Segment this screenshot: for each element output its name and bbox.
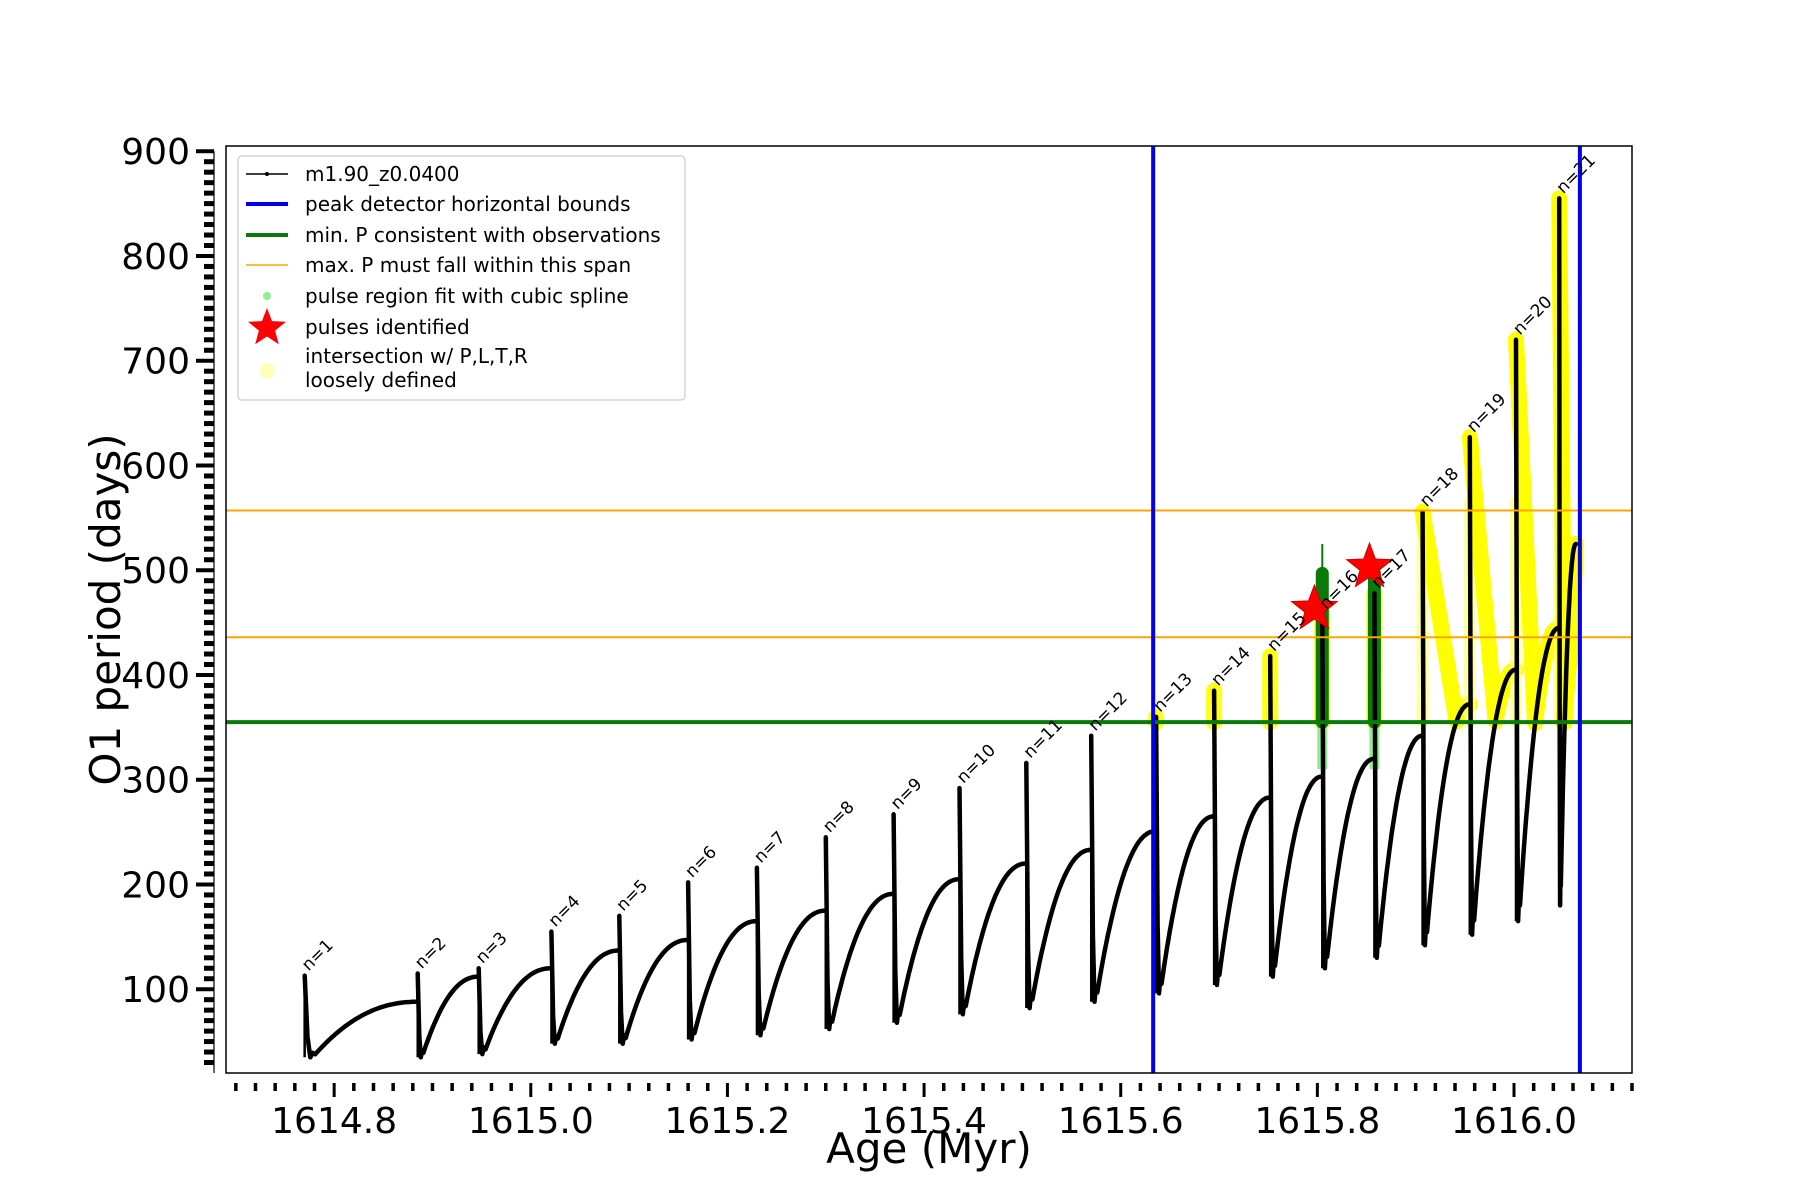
y-tick-label: 500 <box>121 551 190 592</box>
legend-label: peak detector horizontal bounds <box>305 192 631 216</box>
y-tick-label: 800 <box>121 237 190 278</box>
plot-clipped <box>226 146 1632 1073</box>
x-tick-label: 1615.8 <box>1254 1101 1380 1142</box>
x-axis-title: Age (Myr) <box>826 1124 1032 1173</box>
pulse-label-n=9: n=9 <box>887 774 926 813</box>
x-tick-label: 1615.2 <box>664 1101 790 1142</box>
curve-segment-n=10 <box>957 785 1029 1017</box>
pulse-label-n=6: n=6 <box>682 842 721 881</box>
plot-frame <box>225 145 1633 1074</box>
y-tick-label: 200 <box>121 865 190 906</box>
x-tick-label: 1614.8 <box>271 1101 397 1142</box>
curve-segment-n=2 <box>415 971 481 1060</box>
curve-segment-n=18 <box>1420 509 1473 948</box>
pulse-label-n=2: n=2 <box>411 934 450 973</box>
pulse-label-n=12: n=12 <box>1085 688 1132 735</box>
curve-segment-n=14 <box>1211 688 1273 988</box>
curve-segment-n=8 <box>823 835 896 1032</box>
pulse-label-n=4: n=4 <box>545 892 584 931</box>
curve-segment-n=13 <box>1153 714 1217 996</box>
identified-pulse-stars <box>1290 541 1394 630</box>
legend-label: min. P consistent with observations <box>305 223 661 247</box>
x-tick-label: 1616.0 <box>1451 1101 1577 1142</box>
y-tick-label: 300 <box>121 761 190 802</box>
yellow-intersections <box>1148 190 1584 732</box>
pulse-star-1 <box>1290 583 1339 630</box>
pulse-label-n=5: n=5 <box>613 876 652 915</box>
legend-box <box>237 155 686 401</box>
y-tick-label: 400 <box>121 656 190 697</box>
pulse-label-n=19: n=19 <box>1463 390 1510 437</box>
curve-segment-n=3 <box>476 966 554 1057</box>
legend-swatch-star <box>248 308 286 345</box>
legend-label: pulses identified <box>305 315 470 339</box>
legend-label: m1.90_z0.0400 <box>305 162 460 186</box>
legend-swatch-dot <box>263 292 271 300</box>
pulse-label-n=3: n=3 <box>472 928 511 967</box>
curve-segment-n=6 <box>685 880 760 1042</box>
pulse-label-n=21: n=21 <box>1553 151 1600 198</box>
horizontal-lines <box>226 146 1632 1073</box>
curve-segment-n=12 <box>1088 733 1159 1005</box>
legend-swatch-dot <box>265 172 269 176</box>
curve-segment-n=5 <box>617 913 691 1046</box>
pulse-label-n=15: n=15 <box>1264 609 1311 656</box>
legend-entry-1: m1.90_z0.0400 <box>246 162 460 186</box>
curve-segment-n=4 <box>549 929 622 1046</box>
curve-segment-n=20 <box>1513 337 1562 924</box>
axes: 100 200 300 400 500 600 700 800 900 1614.8 1615.0 1… <box>81 132 1634 1173</box>
x-tick-label: 1615.0 <box>468 1101 594 1142</box>
legend-label: intersection w/ P,L,T,R <box>305 344 528 368</box>
pulse-label-n=13: n=13 <box>1150 669 1197 716</box>
pulse-label-n=7: n=7 <box>750 828 789 867</box>
y-axis-title: O1 period (days) <box>81 433 130 785</box>
pulse-label-n=18: n=18 <box>1416 464 1463 511</box>
legend-label-line2: loosely defined <box>305 368 457 392</box>
y-tick-label: 600 <box>121 446 190 487</box>
x-tick-label: 1615.4 <box>861 1101 987 1142</box>
pulse-label-n=8: n=8 <box>819 797 858 836</box>
y-tick-label: 100 <box>121 970 190 1011</box>
legend-label: max. P must fall within this span <box>305 253 631 277</box>
legend-entry-3: min. P consistent with observations <box>246 223 661 247</box>
pulse-label-n=1: n=1 <box>298 936 337 975</box>
pulse-label-n=20: n=20 <box>1509 292 1556 339</box>
curve-segment-n=17 <box>1372 591 1425 961</box>
y-tick-label: 700 <box>121 342 190 383</box>
x-tick-label: 1615.6 <box>1058 1101 1184 1142</box>
legend-swatch-dot <box>259 363 275 379</box>
yellow-curve-n=18 <box>1414 503 1478 730</box>
curve-segment-n=16 <box>1320 611 1377 971</box>
curve-segment-n=9 <box>891 812 962 1025</box>
y-tick-label: 900 <box>121 132 190 173</box>
legend-entry-2: peak detector horizontal bounds <box>246 192 631 216</box>
pulse-star-2 <box>1345 541 1394 588</box>
legend-entry-6: pulses identified <box>248 308 470 345</box>
curve-segment-n=19 <box>1467 434 1519 937</box>
legend-entry-5: pulse region fit with cubic spline <box>263 284 629 308</box>
legend-label: pulse region fit with cubic spline <box>305 284 629 308</box>
legend-entry-4: max. P must fall within this span <box>246 253 631 277</box>
curve-segment-n=15 <box>1267 653 1325 979</box>
pulse-label-n=10: n=10 <box>953 740 1000 787</box>
curve-segment-n=11 <box>1024 760 1094 1011</box>
curve-segment-n=7 <box>754 865 829 1038</box>
curve-segment-n=1 <box>302 973 420 1060</box>
pulse-label-n=14: n=14 <box>1208 643 1255 690</box>
